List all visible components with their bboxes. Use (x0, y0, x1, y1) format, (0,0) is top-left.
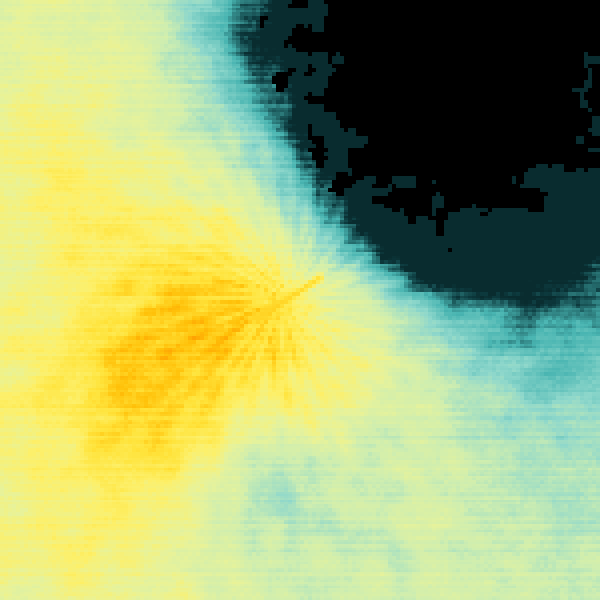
thermal-heatmap-canvas (0, 0, 600, 600)
raster-viewport (0, 0, 600, 600)
